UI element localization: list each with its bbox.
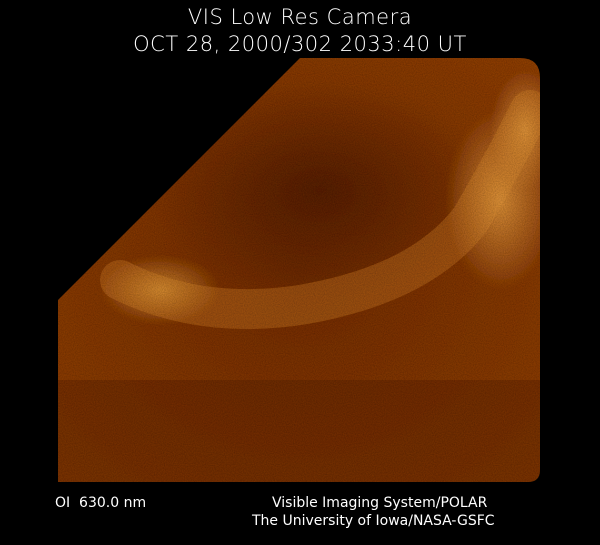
image-timestamp: OCT 28, 2000/302 2033:40 UT	[133, 32, 467, 56]
aurora-oval	[58, 58, 540, 482]
image-title: VIS Low Res Camera	[187, 5, 413, 29]
filter-label: OI 630.0 nm	[55, 495, 147, 511]
credit-line-1: Visible Imaging System/POLAR	[272, 495, 488, 511]
credit-line-2: The University of Iowa/NASA-GSFC	[252, 513, 495, 529]
